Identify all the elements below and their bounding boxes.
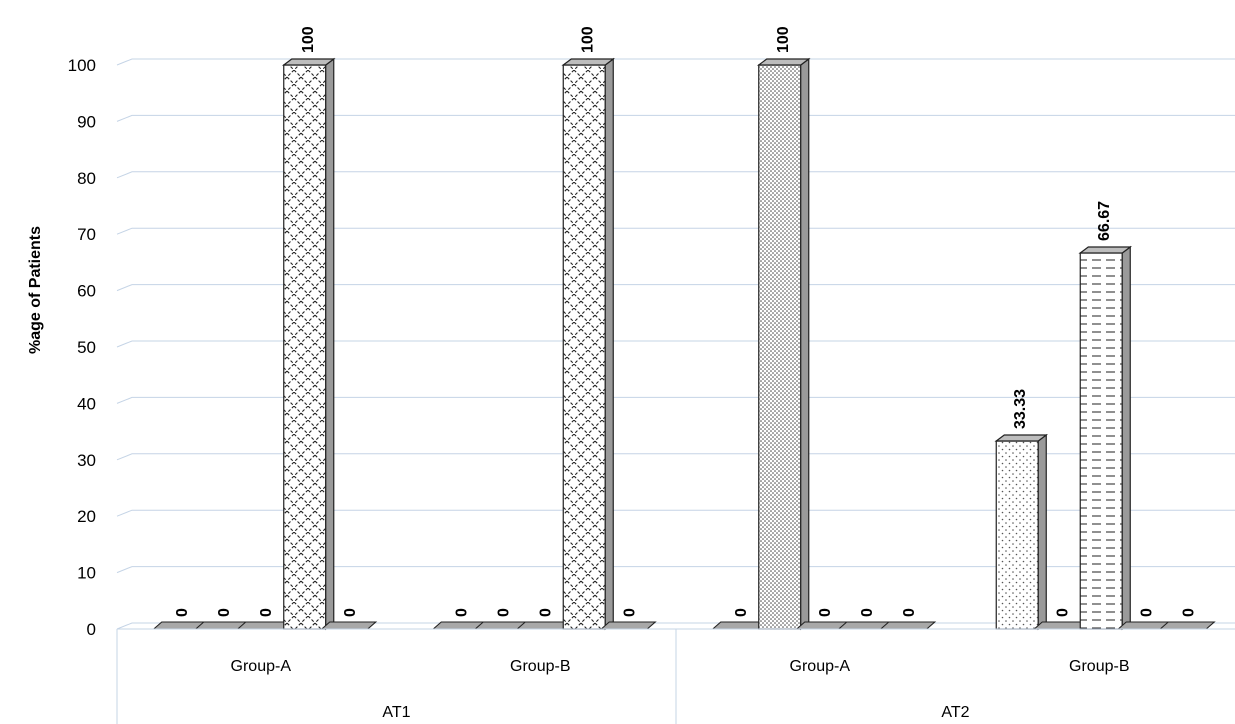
gridline: [116, 453, 1235, 461]
bar: [1158, 621, 1216, 630]
data-label: 0: [174, 608, 191, 617]
bar-zero: [879, 621, 937, 630]
data-label: 100: [579, 26, 596, 53]
bar: [756, 57, 811, 631]
bar: [1078, 245, 1133, 631]
y-tick-label: 30: [77, 451, 96, 470]
y-axis-label: %age of Patients: [27, 226, 44, 354]
data-label: 0: [495, 608, 512, 617]
y-tick-label: 100: [68, 56, 96, 75]
data-label: 0: [258, 608, 275, 617]
x-category-label: Group-B: [1069, 658, 1129, 675]
data-label: 0: [1138, 608, 1155, 617]
y-tick-label: 0: [87, 620, 96, 639]
bar-front: [283, 64, 327, 630]
y-tick-label: 90: [77, 112, 96, 131]
y-tick-label: 70: [77, 225, 96, 244]
y-tick-label: 60: [77, 282, 96, 301]
gridline: [116, 284, 1235, 292]
bar-front: [562, 64, 606, 630]
bar-side: [800, 57, 810, 631]
data-label: 100: [775, 26, 792, 53]
x-axis: Group-A Group-B Group-A Group-B AT1 AT2: [116, 628, 1235, 724]
bar-top: [561, 58, 616, 66]
data-label: 0: [1054, 608, 1071, 617]
y-tick-label: 50: [77, 338, 96, 357]
data-label: 0: [901, 608, 918, 617]
data-label: 0: [733, 608, 750, 617]
x-category-label: Group-B: [510, 658, 570, 675]
x-category-label: Group-A: [790, 658, 851, 675]
bar: [994, 433, 1049, 631]
x-group-label: AT1: [382, 704, 410, 721]
bar-front: [758, 64, 802, 630]
y-tick-label: 40: [77, 394, 96, 413]
bar: [879, 621, 937, 630]
bar-zero: [320, 621, 378, 630]
data-label: 0: [453, 608, 470, 617]
data-label: 66.67: [1096, 201, 1113, 241]
bar-side: [1121, 245, 1131, 631]
y-axis: 0 10 20 30 40 50 60 70 80 90 100: [68, 56, 96, 639]
bar-front: [995, 440, 1039, 630]
bar: [320, 621, 378, 630]
bar-side: [325, 57, 335, 631]
bar-top: [994, 434, 1049, 442]
data-label: 33.33: [1012, 389, 1029, 429]
bar-side: [1037, 433, 1047, 631]
gridline: [116, 509, 1235, 517]
bar-zero: [599, 621, 657, 630]
y-tick-label: 20: [77, 507, 96, 526]
bar: [561, 57, 616, 631]
data-label: 0: [342, 608, 359, 617]
x-group-label: AT2: [941, 704, 969, 721]
x-category-label: Group-A: [231, 658, 292, 675]
data-label: 0: [859, 608, 876, 617]
bar: [599, 621, 657, 630]
gridline: [116, 171, 1235, 179]
bar-top: [756, 58, 811, 66]
gridline: [116, 396, 1235, 404]
data-label: 0: [1180, 608, 1197, 617]
bar-top: [1078, 246, 1133, 254]
bar: [281, 57, 336, 631]
gridline: [116, 227, 1235, 235]
bar-zero: [1158, 621, 1216, 630]
bar-top: [281, 58, 336, 66]
gridline: [116, 114, 1235, 122]
gridlines: [116, 58, 1235, 630]
y-tick-label: 10: [77, 564, 96, 583]
y-tick-label: 80: [77, 169, 96, 188]
gridline: [116, 58, 1235, 66]
data-label: 100: [300, 26, 317, 53]
bar-side: [604, 57, 614, 631]
gridline: [116, 340, 1235, 348]
bar-front: [1079, 252, 1123, 630]
gridline: [116, 566, 1235, 574]
data-label: 0: [817, 608, 834, 617]
data-label: 0: [216, 608, 233, 617]
data-label: 0: [537, 608, 554, 617]
data-label: 0: [621, 608, 638, 617]
bars: 0 0 0 100 0 0 0 0 100 0 0 100 0 0 0 33.33 0 66.67 0 0: [152, 26, 1216, 631]
